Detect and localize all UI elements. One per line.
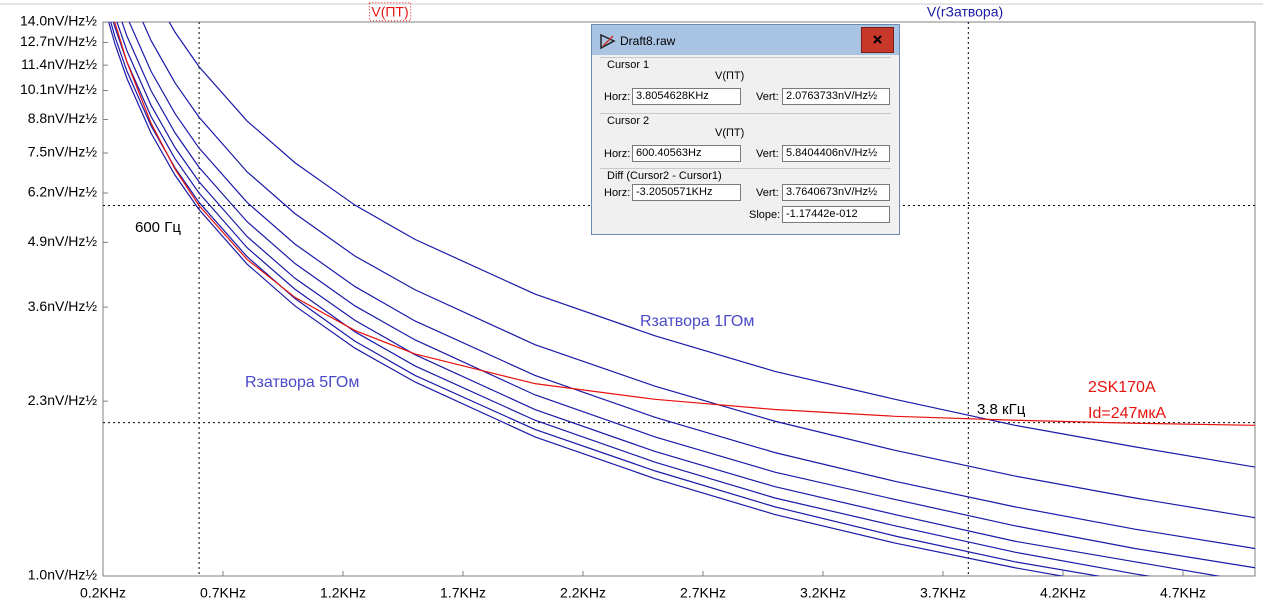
- y-tick-label: 8.8nV/Hz½: [28, 110, 98, 126]
- trace-name: V(ПТ): [715, 127, 745, 139]
- group-label: Cursor 2: [607, 115, 650, 127]
- field-value: 5.8404406nV/Hz½: [782, 145, 890, 162]
- x-tick-label: 3.2KHz: [800, 585, 846, 601]
- cursor2-group: Cursor 2 V(ПТ) Horz: 600.40563Hz Vert: 5…: [600, 113, 891, 166]
- y-tick-label: 3.6nV/Hz½: [28, 298, 98, 314]
- annotation: 3.8 кГц: [977, 401, 1026, 418]
- field-value: -3.2050571KHz: [632, 184, 741, 201]
- y-tick-label: 2.3nV/Hz½: [28, 392, 98, 408]
- x-tick-label: 0.2KHz: [80, 585, 126, 601]
- field-label: Horz:: [604, 187, 631, 199]
- curve: [142, 22, 1255, 519]
- app-icon: [600, 33, 616, 50]
- x-tick-label: 3.7KHz: [920, 585, 966, 601]
- field-value: 3.8054628KHz: [632, 88, 741, 105]
- field-label: Slope:: [749, 209, 781, 221]
- group-label: Diff (Cursor2 - Cursor1): [607, 170, 722, 182]
- curve: [168, 22, 1255, 468]
- x-tick-label: 2.2KHz: [560, 585, 606, 601]
- x-tick-label: 1.7KHz: [440, 585, 486, 601]
- close-icon: [873, 35, 882, 44]
- field-label: Horz:: [604, 148, 631, 160]
- field-label: Vert:: [756, 148, 779, 160]
- curve: [112, 22, 1152, 576]
- diff-group: Diff (Cursor2 - Cursor1) Horz: -3.205057…: [600, 168, 891, 231]
- field-label: Vert:: [756, 187, 779, 199]
- cursor-dialog: Draft8.raw Cursor 1 V(ПТ) Horz: 3.805462…: [591, 24, 900, 235]
- annotation: Rзатвора 1ГОм: [640, 313, 754, 330]
- trace-name: V(ПТ): [715, 70, 745, 82]
- x-tick-label: 1.2KHz: [320, 585, 366, 601]
- y-tick-label: 10.1nV/Hz½: [20, 81, 97, 97]
- y-tick-label: 4.9nV/Hz½: [28, 233, 98, 249]
- legend-entry: V(rЗатвора): [927, 4, 1003, 20]
- close-button[interactable]: [861, 27, 894, 53]
- x-tick-label: 0.7KHz: [200, 585, 246, 601]
- field-value: -1.17442e-012: [782, 206, 890, 223]
- y-tick-label: 7.5nV/Hz½: [28, 144, 98, 160]
- curve: [121, 22, 1255, 569]
- field-value: 2.0763733nV/Hz½: [782, 88, 890, 105]
- x-tick-label: 2.7KHz: [680, 585, 726, 601]
- annotation: Id=247мкА: [1088, 405, 1166, 422]
- curve: [114, 22, 1255, 426]
- field-value: 600.40563Hz: [632, 145, 741, 162]
- y-tick-label: 14.0nV/Hz½: [20, 13, 97, 29]
- field-value: 3.7640673nV/Hz½: [782, 184, 890, 201]
- group-label: Cursor 1: [607, 59, 650, 71]
- curve: [116, 22, 1222, 576]
- curve: [128, 22, 1255, 550]
- x-tick-label: 4.2KHz: [1040, 585, 1086, 601]
- field-label: Horz:: [604, 91, 631, 103]
- title-bar: Draft8.raw: [592, 25, 899, 55]
- x-tick-label: 4.7KHz: [1160, 585, 1206, 601]
- curve: [110, 22, 1102, 576]
- y-tick-label: 11.4nV/Hz½: [21, 56, 97, 72]
- y-tick-label: 12.7nV/Hz½: [20, 33, 97, 49]
- annotation: 2SK170A: [1088, 379, 1156, 396]
- annotation: 600 Гц: [135, 219, 181, 236]
- y-tick-label: 1.0nV/Hz½: [28, 567, 98, 583]
- y-tick-label: 6.2nV/Hz½: [28, 184, 98, 200]
- legend-entry: V(ПТ): [371, 4, 408, 20]
- curve: [108, 22, 1065, 576]
- dialog-title: Draft8.raw: [620, 34, 676, 48]
- annotation: Rзатвора 5ГОм: [245, 374, 359, 391]
- plot-frame: [102, 21, 1256, 577]
- cursor1-group: Cursor 1 V(ПТ) Horz: 3.8054628KHz Vert: …: [600, 57, 891, 110]
- field-label: Vert:: [756, 91, 779, 103]
